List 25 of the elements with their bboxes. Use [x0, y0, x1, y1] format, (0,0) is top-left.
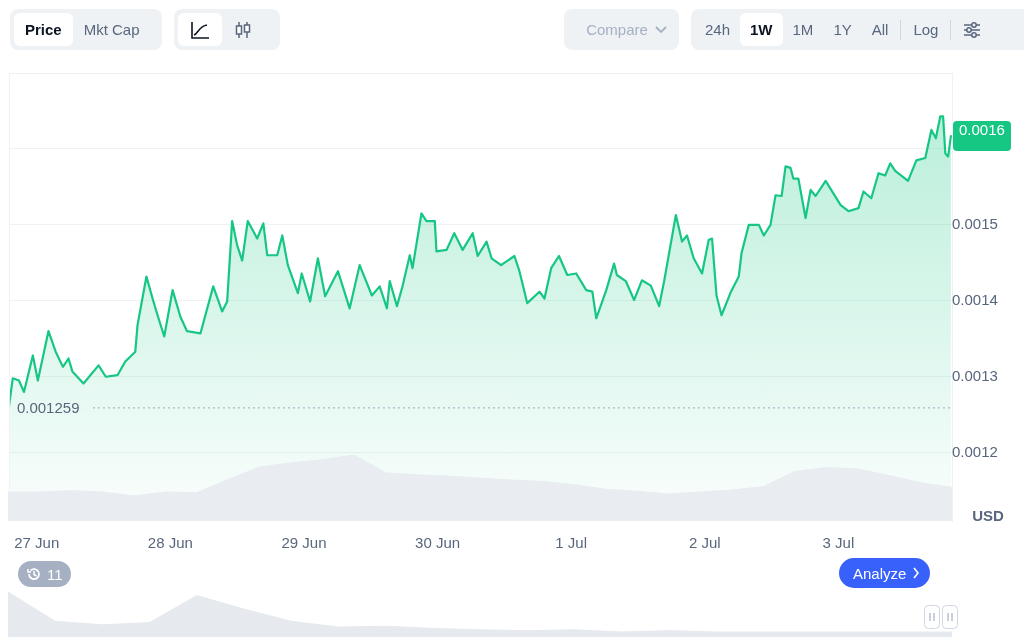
x-tick-label: 1 Jul	[555, 534, 588, 552]
y-tick-label: 0.0014	[951, 290, 998, 308]
y-axis-title: USD	[971, 507, 1005, 524]
x-tick-label: 28 Jun	[147, 534, 193, 552]
annotation: 0.0016	[953, 121, 1011, 152]
text: 1Y	[832, 20, 853, 40]
x-tick-label: 3 Jul	[822, 534, 855, 552]
text: All	[870, 20, 890, 40]
text: Analyze	[853, 564, 907, 582]
text: 24h	[704, 20, 732, 40]
text: 1W	[740, 13, 783, 46]
text: Compare	[585, 20, 649, 40]
text: 1M	[791, 20, 815, 40]
x-tick-label: 27 Jun	[14, 534, 60, 552]
x-tick-label: 30 Jun	[415, 534, 461, 552]
y-tick-label: 0.0015	[951, 215, 998, 233]
text: Log	[912, 20, 940, 40]
y-tick-label: 0.0013	[951, 366, 998, 384]
y-tick-label: 0.0012	[951, 442, 998, 460]
ref-line-label: 0.001259	[16, 398, 80, 417]
text: 11	[47, 565, 63, 583]
x-tick-label: 29 Jun	[281, 534, 327, 552]
x-tick-label: 2 Jul	[688, 534, 721, 552]
text: Mkt Cap	[82, 20, 141, 40]
text: Price	[14, 13, 73, 46]
